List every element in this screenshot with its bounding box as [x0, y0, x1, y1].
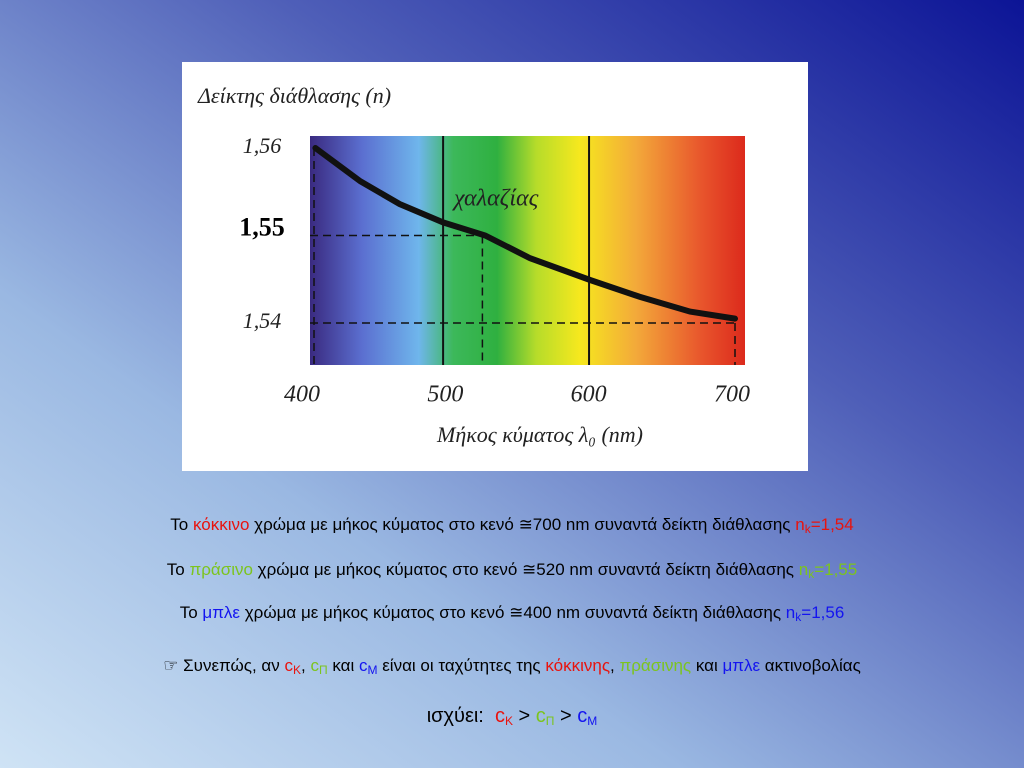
text-segment: Π — [318, 663, 328, 677]
text-segment: =1,54 — [810, 515, 854, 534]
x-tick-label: 700 — [714, 382, 750, 408]
text-segment: κόκκινης — [545, 656, 611, 675]
spectrum — [310, 136, 745, 365]
text-segment: c — [494, 705, 505, 727]
text-segment: K — [504, 714, 513, 728]
x-tick-label: 500 — [427, 382, 463, 408]
x-tick-label: 400 — [284, 382, 320, 408]
text-segment: > — [513, 705, 536, 727]
y-axis-title: Δείκτης διάθλασης (n) — [197, 83, 391, 108]
text-segment: ☞ Συνεπώς, αν — [163, 656, 285, 675]
text-segment: χρώμα με μήκος κύματος στο κενό ≅700 nm … — [249, 515, 796, 534]
y-tick-label: 1,54 — [243, 308, 282, 333]
text-line: Το κόκκινο χρώμα με μήκος κύματος στο κε… — [0, 515, 1024, 536]
text-segment: ακτινοβολίας — [760, 656, 861, 675]
text-segment: K — [293, 663, 302, 677]
text-segment: Π — [545, 714, 555, 728]
text-segment: k — [795, 610, 802, 624]
text-line: ισχύει: cK > cΠ > cM — [0, 705, 1024, 728]
text-segment: k — [804, 522, 811, 536]
text-segment: Το — [166, 560, 190, 579]
text-segment: k — [808, 567, 815, 581]
text-segment: , — [301, 656, 311, 675]
text-segment: M — [587, 714, 598, 728]
text-line: Το πράσινο χρώμα με μήκος κύματος στο κε… — [0, 560, 1024, 581]
text-segment: μπλε — [722, 656, 761, 675]
text-segment: M — [367, 663, 378, 677]
text-segment: Το — [170, 515, 193, 534]
text-segment: και — [327, 656, 359, 675]
text-segment: και — [691, 656, 723, 675]
text-segment: c — [310, 656, 319, 675]
text-segment: χρώμα με μήκος κύματος στο κενό ≅400 nm … — [240, 603, 786, 622]
text-line: Το μπλε χρώμα με μήκος κύματος στο κενό … — [0, 603, 1024, 624]
curve — [312, 145, 738, 322]
chart: Δείκτης διάθλασης (n) Μήκος κύματος λ₀ (… — [182, 62, 808, 471]
annotation: χαλαζίας — [452, 186, 539, 212]
text-segment: , — [610, 656, 620, 675]
text-segment: =1,55 — [814, 560, 858, 579]
text-segment: =1,56 — [801, 603, 845, 622]
text-segment: c — [577, 705, 588, 727]
text-segment: Το — [179, 603, 203, 622]
text-segment: ισχύει: — [426, 705, 495, 727]
text-segment: n — [785, 603, 796, 622]
text-line: ☞ Συνεπώς, αν cK, cΠ και cM είναι οι ταχ… — [0, 656, 1024, 677]
text-segment: > — [554, 705, 578, 727]
text-segment: c — [535, 705, 546, 727]
text-segment: μπλε — [202, 603, 241, 622]
text-segment: χρώμα με μήκος κύματος στο κενό ≅520 nm … — [252, 560, 799, 579]
x-tick-label: 600 — [571, 382, 607, 408]
text-segment: c — [284, 656, 294, 675]
y-tick-label: 1,55 — [239, 212, 285, 241]
text-segment: n — [798, 560, 809, 579]
x-axis-title: Μήκος κύματος λ₀ (nm) — [436, 422, 643, 447]
text-segment: κόκκινο — [192, 515, 250, 534]
text-segment: πράσινης — [619, 656, 692, 675]
text-segment: c — [358, 656, 368, 675]
text-segment: n — [795, 515, 805, 534]
text-segment: είναι οι ταχύτητες της — [377, 656, 546, 675]
text-segment: πράσινο — [189, 560, 253, 579]
y-tick-label: 1,56 — [243, 133, 282, 158]
